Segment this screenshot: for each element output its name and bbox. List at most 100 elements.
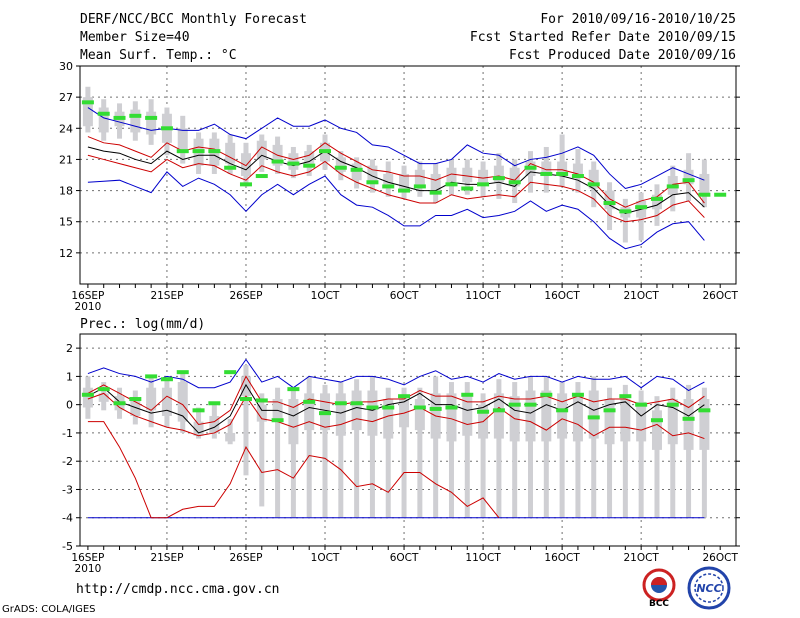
observed-marker: [303, 163, 316, 168]
observed-marker: [145, 115, 158, 120]
x-tick-year-label: 2010: [75, 563, 102, 575]
ensemble-whisker: [275, 387, 281, 518]
observed-marker: [145, 374, 158, 379]
ensemble-box: [588, 169, 599, 189]
observed-marker: [445, 182, 458, 187]
ensemble-box: [430, 173, 441, 191]
ensemble-box: [572, 393, 583, 442]
series-line-mean: [87, 146, 705, 214]
observed-marker: [587, 182, 600, 187]
ensemble-whisker: [591, 376, 597, 518]
observed-marker: [224, 370, 237, 375]
observed-marker: [398, 394, 411, 399]
ensemble-whisker: [401, 387, 407, 518]
observed-marker: [666, 184, 679, 189]
ensemble-whisker: [227, 418, 233, 445]
observed-marker: [255, 174, 268, 179]
produced-date-label: Fcst Produced Date 2010/09/16: [509, 48, 736, 63]
ensemble-box: [335, 157, 346, 172]
ensemble-whisker: [559, 382, 565, 518]
ensemble-box: [193, 421, 204, 436]
observed-marker: [603, 201, 616, 206]
observed-marker: [571, 174, 584, 179]
y-tick-label: 1: [66, 370, 73, 383]
x-tick-label: 26OCT: [703, 290, 739, 302]
bcc-logo: BCC: [642, 568, 676, 608]
ensemble-box: [667, 399, 678, 445]
observed-marker: [287, 387, 300, 392]
series-line-min: [87, 171, 705, 250]
observed-marker: [587, 415, 600, 420]
ensemble-box: [446, 167, 457, 185]
observed-marker: [160, 377, 173, 382]
observed-marker: [319, 411, 332, 416]
observed-marker: [271, 159, 284, 164]
series-line-spread-low: [87, 392, 705, 440]
observed-marker: [556, 171, 569, 176]
observed-marker: [255, 398, 268, 403]
observed-marker: [556, 408, 569, 413]
observed-marker: [319, 149, 332, 154]
observed-marker: [682, 416, 695, 421]
ensemble-box: [209, 415, 220, 433]
series-line-mean: [87, 383, 705, 434]
observed-marker: [650, 196, 663, 201]
observed-marker: [714, 192, 727, 197]
ensemble-box: [82, 387, 93, 408]
ensemble-whisker: [670, 387, 676, 518]
start-refer-date-label: Fcst Started Refer Date 2010/09/15: [469, 30, 736, 45]
ensemble-whisker: [433, 376, 439, 518]
observed-marker: [492, 176, 505, 181]
ensemble-box: [146, 387, 157, 411]
y-tick-label: -4: [62, 512, 73, 525]
ensemble-whisker: [512, 382, 518, 518]
ensemble-whisker: [701, 387, 707, 518]
ensemble-box: [82, 97, 93, 127]
ensemble-box: [288, 153, 299, 170]
observed-marker: [239, 397, 252, 402]
ensemble-whisker: [528, 376, 534, 518]
ensemble-box: [699, 399, 710, 450]
ensemble-whisker: [338, 382, 344, 518]
ensemble-box: [493, 393, 504, 439]
y-tick-label: 18: [59, 185, 73, 198]
member-size-label: Member Size=40: [80, 30, 190, 45]
observed-marker: [303, 399, 316, 404]
ensemble-box: [225, 142, 236, 164]
observed-marker: [129, 397, 142, 402]
ensemble-box: [636, 401, 647, 442]
ncc-logo-text: NCC: [696, 582, 721, 595]
ensemble-box: [304, 151, 315, 168]
ensemble-whisker: [654, 396, 660, 518]
observed-marker: [477, 182, 490, 187]
ensemble-whisker: [290, 387, 296, 518]
ensemble-box: [288, 399, 299, 445]
observed-marker: [192, 408, 205, 413]
observed-marker: [698, 192, 711, 197]
ensemble-box: [130, 109, 141, 133]
y-tick-label: -2: [62, 455, 73, 468]
observed-marker: [540, 392, 553, 397]
ensemble-whisker: [417, 387, 423, 518]
observed-marker: [429, 406, 442, 411]
ensemble-box: [256, 140, 267, 160]
observed-marker: [524, 402, 537, 407]
ensemble-whisker: [622, 198, 628, 243]
source-url[interactable]: http://cmdp.ncc.cma.gov.cn: [76, 582, 280, 597]
ensemble-box: [399, 173, 410, 191]
observed-marker: [461, 392, 474, 397]
ensemble-box: [683, 169, 694, 185]
observed-marker: [287, 161, 300, 166]
observed-marker: [461, 186, 474, 191]
observed-marker: [208, 149, 221, 154]
ensemble-box: [383, 173, 394, 189]
ensemble-box: [351, 163, 362, 181]
ensemble-box: [414, 169, 425, 187]
observed-marker: [413, 405, 426, 410]
observed-marker: [635, 205, 648, 210]
observed-marker: [603, 408, 616, 413]
ensemble-box: [177, 382, 188, 422]
y-tick-label: 2: [66, 342, 73, 355]
ensemble-whisker: [575, 382, 581, 518]
x-tick-label: 16OCT: [544, 552, 580, 564]
